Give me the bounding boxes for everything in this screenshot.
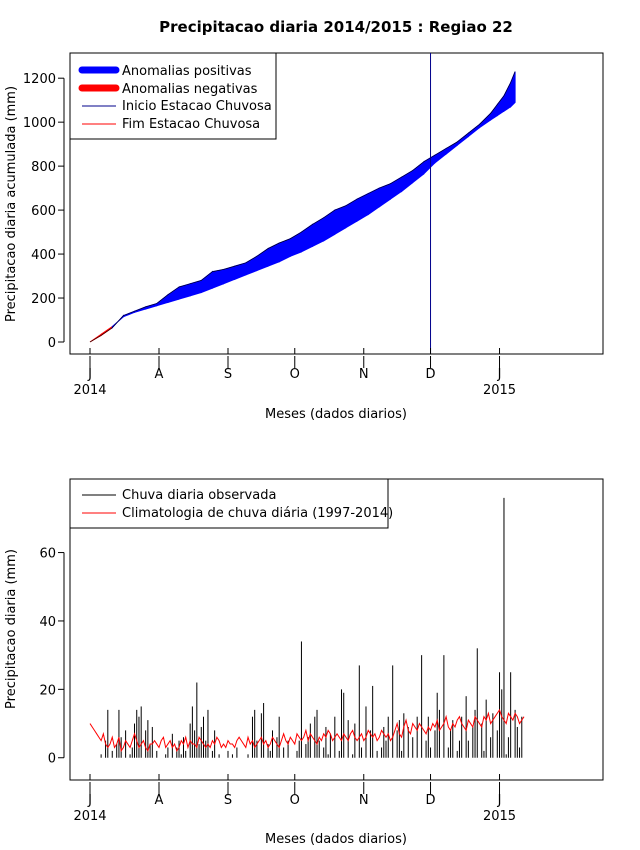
y-tick-label-1: 200 (31, 292, 56, 307)
anomaly-segment-32 (445, 141, 458, 156)
anomaly-segment-15 (256, 247, 269, 272)
year-label-0: 2014 (73, 809, 106, 824)
anomaly-segment-10 (200, 270, 213, 294)
y-tick-label-4: 800 (31, 160, 56, 175)
y-tick-label-2: 400 (31, 248, 56, 263)
anomaly-segment-29 (412, 160, 425, 184)
year-label-1: 2015 (483, 383, 516, 398)
x-tick-label-3: O (290, 367, 300, 382)
anomaly-segment-25 (367, 187, 380, 216)
legend-label-climatology: Climatologia de chuva diária (1997-2014) (122, 506, 393, 521)
anomaly-segment-8 (178, 283, 191, 300)
top-x-axis-label: Meses (dados diarios) (265, 407, 407, 422)
anomaly-segment-31 (434, 147, 447, 164)
anomaly-segment-11 (211, 268, 225, 289)
y-tick-label-0: 0 (48, 752, 56, 767)
y-tick-label-3: 600 (31, 204, 56, 219)
x-tick-label-4: N (359, 793, 369, 808)
top-legend-box (69, 52, 277, 140)
bottom-x-axis-label: Meses (dados diarios) (265, 832, 407, 847)
y-tick-label-6: 1200 (23, 72, 56, 87)
anomaly-segment-14 (245, 255, 258, 276)
x-tick-label-5: D (426, 793, 436, 808)
top-y-axis-label: Precipitacao diaria acumulada (mm) (4, 86, 19, 322)
anomaly-segment-30 (423, 154, 436, 176)
y-tick-label-2: 40 (39, 615, 56, 630)
daily-observed-bars (100, 497, 523, 758)
legend-label-start: Inicio Estacao Chuvosa (122, 99, 272, 114)
bottom-legend-box (69, 478, 389, 529)
year-label-1: 2015 (483, 809, 516, 824)
anomaly-segment-7 (167, 286, 180, 304)
x-tick-label-6: J (497, 367, 502, 382)
observed-cumulative-line (89, 71, 516, 343)
x-tick-label-2: S (224, 793, 232, 808)
anomaly-segment-33 (456, 132, 469, 147)
legend-label-end: Fim Estacao Chuvosa (122, 117, 260, 132)
bottom-y-axis-label: Precipitacao diaria (mm) (4, 549, 19, 709)
anomaly-segment-22 (334, 204, 347, 236)
anomaly-segment-23 (345, 198, 358, 229)
anomaly-segment-13 (234, 262, 247, 281)
x-tick-label-0: J (87, 367, 92, 382)
top-legend: Anomalias positivas Anomalias negativas … (69, 52, 277, 140)
x-tick-label-0: J (87, 793, 92, 808)
anomaly-segment-20 (312, 216, 325, 248)
cumulative-anomaly-area (89, 71, 516, 343)
chart-title: Precipitacao diaria 2014/2015 : Regiao 2… (159, 18, 513, 36)
x-tick-label-5: D (426, 367, 436, 382)
y-tick-label-1: 20 (39, 683, 56, 698)
legend-label-positive: Anomalias positivas (122, 64, 252, 79)
x-tick-label-4: N (359, 367, 369, 382)
y-tick-label-0: 0 (48, 336, 56, 351)
anomaly-segment-34 (467, 123, 480, 138)
top-plot-frame (69, 52, 604, 355)
anomaly-segment-16 (267, 242, 280, 267)
bottom-legend: Chuva diaria observada Climatologia de c… (69, 478, 393, 529)
y-tick-label-3: 60 (39, 547, 56, 562)
anomaly-segment-24 (356, 192, 369, 222)
y-tick-label-5: 1000 (23, 116, 56, 131)
anomaly-segment-21 (323, 209, 336, 242)
x-tick-label-1: A (155, 793, 164, 808)
legend-label-observed: Chuva diaria observada (122, 488, 276, 503)
x-tick-label-2: S (224, 367, 232, 382)
anomaly-segment-35 (478, 112, 492, 129)
anomaly-segment-38 (503, 82, 512, 113)
climatology-line (89, 708, 525, 753)
anomaly-segment-37 (496, 94, 505, 117)
anomaly-segment-9 (189, 279, 202, 297)
year-label-0: 2014 (73, 383, 106, 398)
x-tick-label-1: A (155, 367, 164, 382)
x-tick-label-3: O (290, 793, 300, 808)
legend-label-negative: Anomalias negativas (122, 82, 258, 97)
x-tick-label-6: J (497, 793, 502, 808)
